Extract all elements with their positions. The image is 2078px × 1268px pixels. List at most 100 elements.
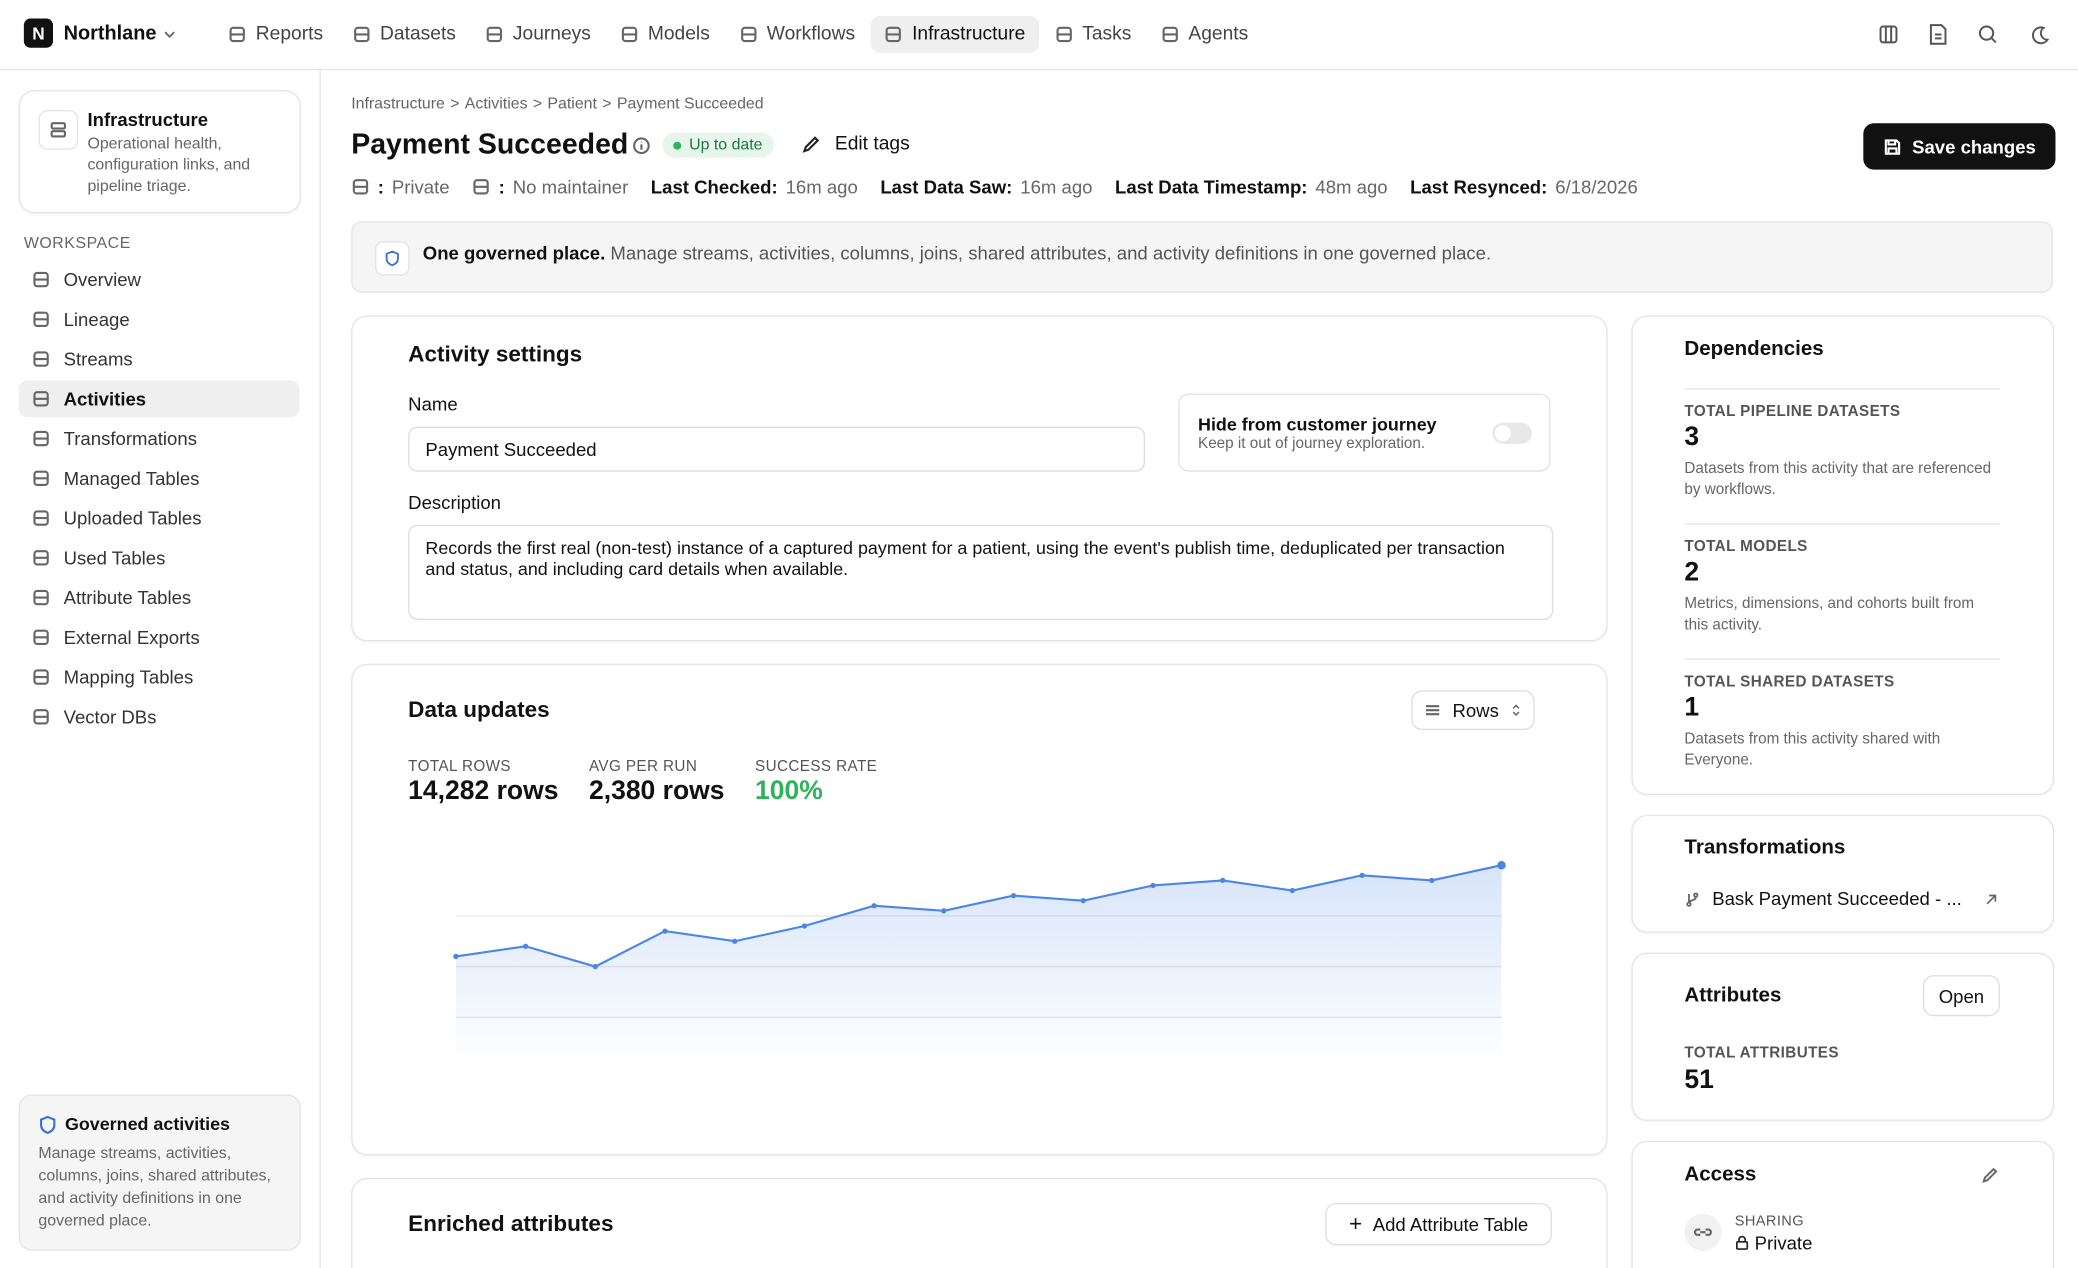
side-item[interactable]: Overview	[19, 261, 300, 298]
label: TOTAL ATTRIBUTES	[1684, 1045, 1839, 1062]
chart	[453, 860, 1506, 1066]
attributes: Attributes Open TOTAL ATTRIBUTES 51	[1631, 952, 2055, 1121]
side-item[interactable]: Used Tables	[19, 539, 300, 576]
side-item[interactable]: Attribute Tables	[19, 579, 300, 616]
nav-item[interactable]: Infrastructure	[870, 15, 1039, 53]
crumb[interactable]: Patient	[547, 94, 597, 113]
open-button[interactable]: Open	[1922, 975, 2000, 1017]
hide-toggle-card: Hide from customer journey Keep it out o…	[1178, 393, 1551, 472]
meta-value: 6/18/2026	[1555, 176, 1638, 198]
description-input[interactable]: Records the first real (non-test) instan…	[408, 524, 1554, 621]
value: 2	[1684, 557, 1700, 587]
icon	[33, 669, 49, 685]
value: Private	[1754, 1232, 1813, 1254]
icon	[33, 510, 49, 526]
title: Enriched attributes	[408, 1211, 614, 1237]
toggle[interactable]	[1492, 422, 1533, 444]
point	[1010, 892, 1017, 899]
add-button[interactable]: + Add Attribute Table	[1325, 1203, 1552, 1246]
edit-icon[interactable]	[1981, 1166, 1998, 1185]
meta-value: 48m ago	[1315, 176, 1388, 198]
icon	[473, 179, 490, 195]
crumb[interactable]: Infrastructure	[351, 94, 445, 113]
crumb[interactable]: Payment Succeeded	[616, 94, 764, 113]
side-item[interactable]: Streams	[19, 341, 300, 378]
icon	[740, 26, 756, 43]
point	[1497, 860, 1506, 870]
item[interactable]: Bask Payment Succeeded - ...	[1712, 887, 1962, 909]
point	[592, 963, 598, 970]
side-item[interactable]: Uploaded Tables	[19, 500, 300, 537]
meta-value: 16m ago	[1020, 176, 1093, 198]
dot	[673, 141, 682, 150]
page-title: Payment Succeeded	[351, 128, 629, 161]
side-item[interactable]: Transformations	[19, 420, 300, 457]
stat-label: AVG PER RUN	[588, 759, 698, 776]
status: Up to date	[689, 135, 763, 154]
nav-item[interactable]: Journeys	[472, 16, 604, 53]
open-icon[interactable]	[1984, 890, 1999, 909]
enriched-attributes: Enriched attributes + Add Attribute Table	[351, 1177, 1608, 1268]
point	[1150, 882, 1156, 889]
nav-label: Workflows	[766, 23, 856, 46]
description: Operational health, configuration links,…	[87, 133, 251, 195]
nav: Reports Datasets Journeys Models Workflows In…	[215, 15, 1262, 53]
side-label: Mapping Tables	[63, 666, 194, 688]
separator: >	[602, 94, 612, 113]
value: 51	[1684, 1065, 1714, 1095]
title: Activity settings	[408, 341, 583, 368]
brand-name[interactable]: Northlane	[63, 22, 157, 46]
icon	[229, 26, 245, 43]
title: Transformations	[1684, 836, 1846, 859]
label: Save changes	[1912, 135, 2036, 158]
nav-item[interactable]: Reports	[215, 16, 337, 53]
rows-select[interactable]: Rows	[1411, 690, 1535, 731]
nav-item[interactable]: Tasks	[1041, 16, 1144, 53]
icon	[33, 351, 49, 367]
section-label: WORKSPACE	[23, 233, 131, 252]
label: SHARING	[1734, 1213, 1804, 1230]
label: Add Attribute Table	[1372, 1213, 1529, 1235]
title: Access	[1684, 1163, 1757, 1186]
point	[1080, 898, 1086, 904]
crumb[interactable]: Activities	[464, 94, 528, 113]
name-input[interactable]: Payment Succeeded	[408, 426, 1146, 472]
nav-item[interactable]: Workflows	[726, 16, 869, 53]
stat-value: 14,282 rows	[408, 776, 559, 806]
separator: >	[450, 94, 460, 113]
brand-logo: N	[23, 18, 54, 48]
title: Governed activities	[64, 1114, 231, 1135]
side-item[interactable]: Managed Tables	[19, 460, 300, 497]
icon	[621, 26, 637, 43]
branch-icon	[1686, 892, 1699, 907]
side-item[interactable]: Activities	[18, 380, 300, 418]
side-nav: Overview Lineage Streams Activities Transfor…	[18, 261, 300, 738]
save-button[interactable]: Save changes	[1863, 123, 2056, 170]
text: Manage streams, activities, columns, joi…	[610, 242, 1492, 264]
nav-item[interactable]: Datasets	[339, 16, 469, 53]
nav-label: Journeys	[512, 23, 591, 46]
nav-item[interactable]: Agents	[1147, 16, 1261, 53]
meta-item: Last Data Saw: 16m ago	[880, 176, 1092, 197]
meta-item: : No maintainer	[472, 176, 628, 197]
sidebar: Infrastructure Operational health, confi…	[0, 70, 321, 1268]
edit-tags[interactable]: Edit tags	[834, 133, 910, 156]
value: 3	[1684, 422, 1700, 452]
icon	[1056, 26, 1072, 43]
side-item[interactable]: Mapping Tables	[19, 659, 300, 696]
text: Metrics, dimensions, and cohorts built f…	[1684, 596, 1975, 634]
text: Datasets from this activity that are ref…	[1684, 461, 1992, 499]
side-label: Used Tables	[63, 547, 166, 569]
icon	[33, 470, 49, 486]
side-item[interactable]: Vector DBs	[19, 698, 300, 735]
toolbar-icons[interactable]	[1877, 23, 2049, 47]
stat: TOTAL ROWS 14,282 rows	[408, 759, 558, 807]
side-item[interactable]: Lineage	[19, 301, 300, 338]
icon	[33, 430, 49, 447]
separator: >	[532, 94, 543, 113]
top-bar: N Northlane Reports Datasets Journeys Model…	[0, 0, 2078, 71]
text: Keep it out of journey exploration.	[1198, 435, 1426, 452]
side-item[interactable]: External Exports	[19, 619, 300, 656]
nav-item[interactable]: Models	[607, 16, 723, 53]
info-icon[interactable]	[632, 136, 651, 155]
